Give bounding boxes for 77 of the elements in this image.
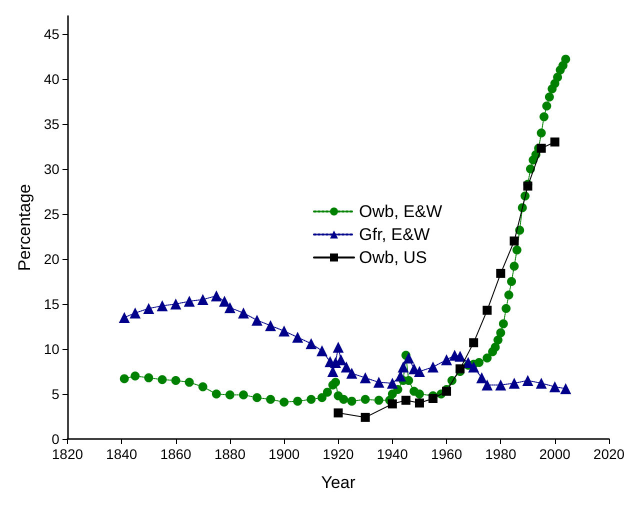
point: [265, 320, 276, 332]
y-tick-label: 15: [44, 296, 60, 312]
point: [496, 268, 506, 278]
point: [428, 362, 439, 372]
point: [476, 372, 488, 384]
point: [495, 380, 506, 390]
point: [414, 366, 425, 377]
point: [560, 383, 572, 394]
legend-label: Owb, E&W: [359, 202, 442, 221]
y-tick-label: 35: [44, 116, 60, 132]
y-tick-label: 45: [44, 26, 60, 42]
point: [414, 398, 424, 408]
point: [143, 303, 154, 314]
point: [224, 302, 236, 314]
x-tick-label: 1900: [268, 446, 300, 462]
point: [130, 308, 141, 318]
point: [156, 300, 168, 312]
x-tick-label: 1960: [430, 446, 462, 462]
point: [306, 338, 317, 350]
legend-label: Owb, US: [359, 248, 428, 267]
x-tick-label: 1920: [322, 446, 354, 462]
point: [252, 314, 263, 326]
x-tick-label: 1820: [52, 446, 84, 462]
point: [210, 290, 222, 302]
point: [197, 294, 208, 305]
point: [360, 412, 370, 422]
y-tick-label: 40: [44, 71, 60, 87]
x-tick-label: 1880: [214, 446, 246, 462]
x-axis-title: Year: [321, 473, 356, 492]
point: [238, 308, 249, 318]
y-axis-title: Percentage: [15, 184, 34, 271]
x-tick-label: 1940: [376, 446, 408, 462]
point: [454, 350, 466, 362]
point: [549, 381, 560, 392]
point: [118, 312, 130, 323]
x-tick-label: 2000: [539, 446, 571, 462]
y-tick-label: 25: [44, 206, 60, 222]
point: [428, 394, 438, 403]
point: [346, 368, 358, 379]
point: [398, 362, 409, 372]
point: [316, 345, 328, 356]
point: [441, 354, 452, 366]
point: [278, 326, 290, 336]
point: [334, 408, 343, 418]
point: [184, 296, 195, 307]
point: [170, 298, 182, 310]
x-tick-label: 1860: [160, 446, 192, 462]
point: [522, 375, 534, 386]
point: [332, 342, 344, 353]
y-tick-label: 0: [52, 431, 60, 447]
point: [550, 138, 560, 146]
legend-label: Gfr, E&W: [359, 225, 430, 244]
y-tick-label: 5: [52, 386, 60, 402]
x-tick-label: 1980: [485, 446, 516, 462]
point: [388, 399, 397, 408]
y-tick-label: 20: [44, 251, 60, 267]
point: [510, 236, 519, 246]
point: [401, 396, 410, 405]
y-tick-label: 30: [44, 161, 60, 177]
point: [508, 378, 520, 389]
point: [373, 376, 384, 388]
y-tick-label: 10: [44, 341, 60, 357]
x-tick-label: 1840: [106, 446, 138, 462]
point: [482, 306, 492, 315]
point: [403, 352, 414, 364]
point: [456, 364, 465, 374]
point: [536, 378, 547, 389]
point: [292, 332, 304, 343]
point: [386, 378, 398, 389]
point: [360, 372, 371, 384]
point: [536, 144, 546, 153]
point: [468, 362, 480, 372]
x-tick-label: 2020: [593, 446, 625, 462]
point: [469, 338, 478, 348]
point: [482, 380, 493, 390]
point: [340, 362, 352, 372]
point: [219, 296, 230, 307]
